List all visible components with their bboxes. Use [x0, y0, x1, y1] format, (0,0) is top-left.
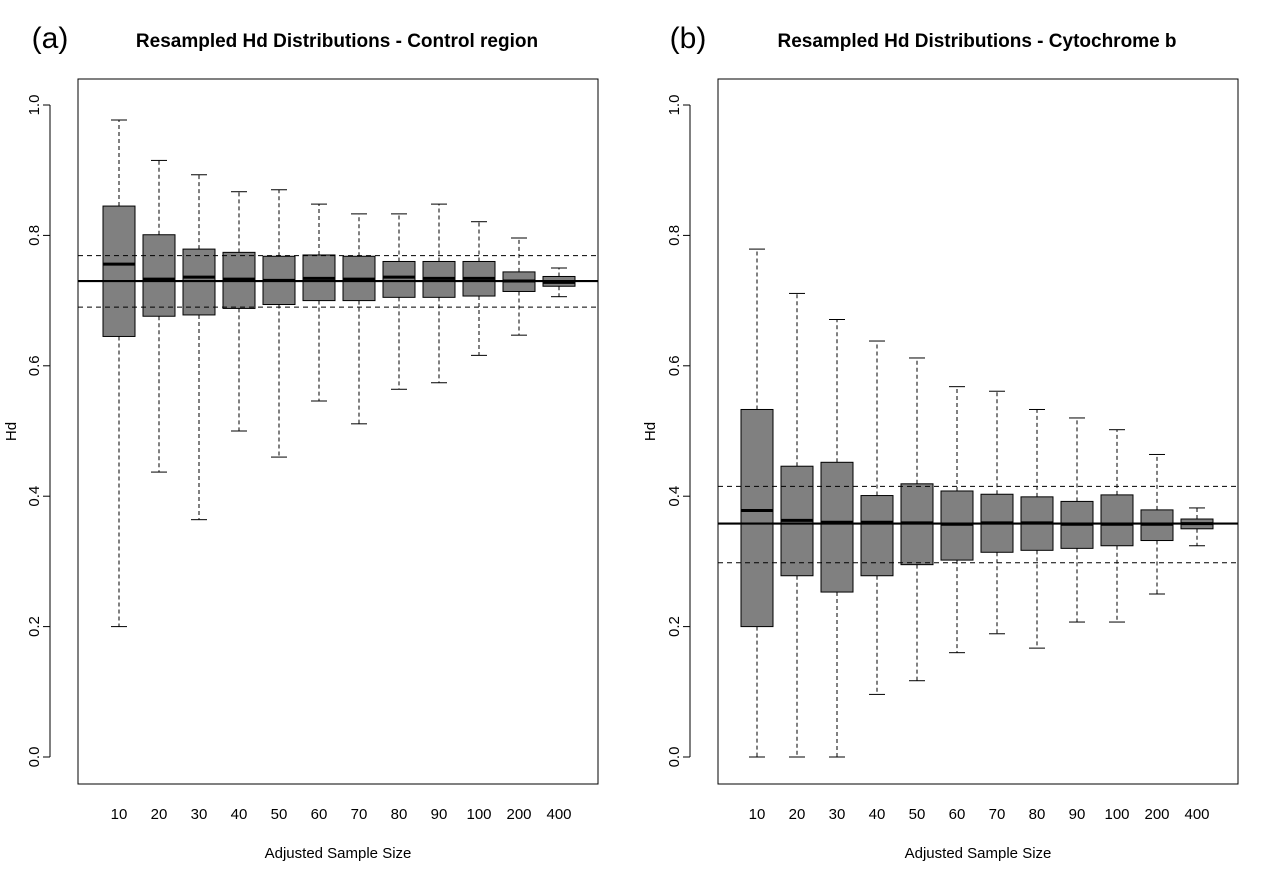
box-10 [740, 248, 774, 758]
box-body [740, 408, 774, 628]
y-tick-label: 0.8 [666, 225, 683, 246]
y-axis-label: Hd [3, 422, 20, 441]
box-30 [182, 174, 216, 521]
box-20 [780, 292, 814, 758]
box-200 [1140, 453, 1174, 595]
box-40 [222, 191, 256, 432]
box-40 [860, 340, 894, 695]
x-tick-label: 80 [391, 806, 408, 823]
y-tick-label: 0.6 [666, 355, 683, 376]
y-tick-label: 0.6 [26, 355, 43, 376]
box-70 [980, 390, 1014, 635]
y-tick-label: 0.4 [666, 486, 683, 507]
y-tick-label: 1.0 [26, 95, 43, 116]
x-tick-label: 400 [546, 806, 571, 823]
y-tick-label: 1.0 [666, 95, 683, 116]
x-tick-label: 60 [311, 806, 328, 823]
box-70 [342, 213, 376, 425]
box-60 [302, 203, 336, 402]
box-body [382, 260, 416, 298]
y-tick-label: 0.8 [26, 225, 43, 246]
panel-label: (a) [32, 22, 69, 55]
panel-label: (b) [670, 22, 707, 55]
x-tick-label: 50 [909, 806, 926, 823]
box-60 [940, 386, 974, 654]
x-tick-label: 10 [111, 806, 128, 823]
box-20 [142, 159, 176, 473]
y-tick-label: 0.2 [26, 616, 43, 637]
box-30 [820, 319, 854, 758]
x-tick-label: 90 [431, 806, 448, 823]
box-200 [502, 237, 536, 336]
box-80 [1020, 408, 1054, 649]
box-80 [382, 213, 416, 390]
box-body [102, 205, 136, 337]
y-axis-label: Hd [642, 422, 659, 441]
x-axis-label: Adjusted Sample Size [905, 845, 1052, 862]
x-tick-label: 80 [1029, 806, 1046, 823]
x-axis-label: Adjusted Sample Size [265, 845, 412, 862]
plot-frame [717, 78, 1239, 785]
x-tick-label: 10 [749, 806, 766, 823]
y-tick-label: 0.0 [26, 747, 43, 768]
box-body [1100, 494, 1134, 547]
box-body [142, 234, 176, 317]
box-400 [542, 267, 576, 298]
x-tick-label: 40 [231, 806, 248, 823]
plot-frame [77, 78, 599, 785]
box-body [860, 495, 894, 577]
chart-title: Resampled Hd Distributions - Control reg… [136, 31, 538, 52]
x-tick-label: 100 [466, 806, 491, 823]
x-tick-label: 20 [151, 806, 168, 823]
x-tick-label: 60 [949, 806, 966, 823]
chart-title: Resampled Hd Distributions - Cytochrome … [777, 31, 1176, 52]
x-tick-label: 400 [1184, 806, 1209, 823]
box-100 [1100, 429, 1134, 623]
y-tick-label: 0.2 [666, 616, 683, 637]
x-tick-label: 50 [271, 806, 288, 823]
y-tick-label: 0.4 [26, 486, 43, 507]
x-tick-label: 90 [1069, 806, 1086, 823]
box-body [820, 461, 854, 593]
box-10 [102, 119, 136, 628]
x-tick-label: 30 [191, 806, 208, 823]
box-50 [900, 357, 934, 682]
x-tick-label: 100 [1104, 806, 1129, 823]
x-tick-label: 40 [869, 806, 886, 823]
y-tick-label: 0.0 [666, 747, 683, 768]
box-100 [462, 221, 496, 356]
chart-panel-b: (b) Resampled Hd Distributions - Cytochro… [642, 22, 1239, 862]
box-90 [1060, 417, 1094, 623]
x-tick-label: 70 [989, 806, 1006, 823]
x-tick-label: 200 [1144, 806, 1169, 823]
x-tick-label: 200 [506, 806, 531, 823]
x-tick-label: 70 [351, 806, 368, 823]
box-400 [1180, 507, 1214, 547]
x-tick-label: 20 [789, 806, 806, 823]
box-50 [262, 189, 296, 458]
box-90 [422, 203, 456, 384]
chart-panel-a: (a) Resampled Hd Distributions - Control … [3, 22, 599, 862]
x-tick-label: 30 [829, 806, 846, 823]
